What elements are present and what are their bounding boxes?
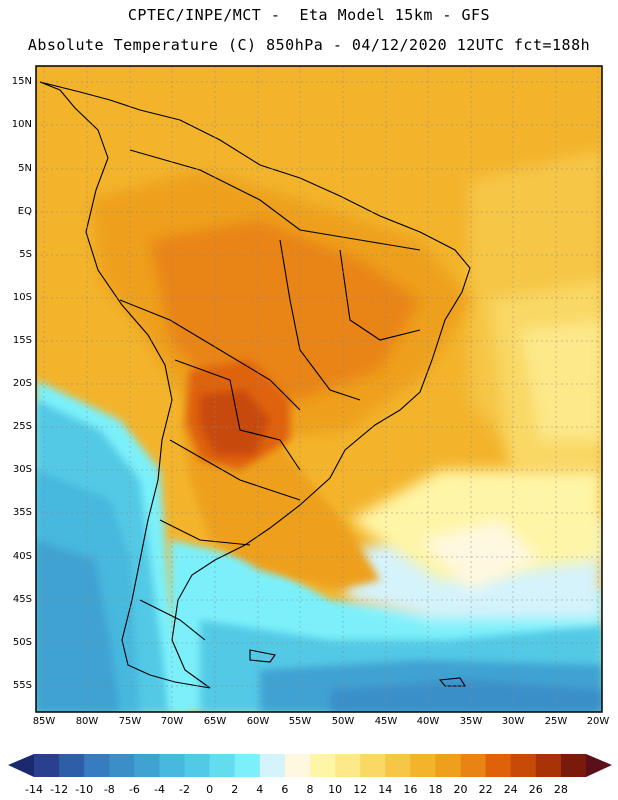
lat-lon-grid [36,66,602,712]
lat-label: 30S [12,464,32,475]
colorbar-cell [134,754,160,777]
lon-label: 75W [118,716,142,727]
lat-label: 20S [12,378,32,389]
colorbar-cell [109,754,135,777]
colorbar-tick-label: 28 [553,783,568,796]
lon-label: 20W [586,716,610,727]
colorbar-tick-label: 16 [403,783,418,796]
lon-label: 70W [160,716,184,727]
colorbar-tick-label: 0 [206,783,214,796]
lat-label: 40S [12,551,32,562]
colorbar-cell [159,754,186,777]
colorbar-cell [385,754,411,777]
lon-label: 30W [501,716,525,727]
colorbar-tick-label: -2 [179,783,190,796]
colorbar-cell [460,754,487,777]
colorbar-tick-label: -10 [75,783,94,796]
colorbar-cell [510,754,537,777]
colorbar-tick-label: 26 [528,783,543,796]
colorbar-tick-label: 14 [378,783,393,796]
colorbar-tick-label: -6 [128,783,140,796]
colorbar-cell [234,754,261,777]
map-frame [35,65,603,713]
lat-label: 50S [12,637,32,648]
colorbar-tick-label: 22 [478,783,493,796]
colorbar-high-end-arrow [586,754,612,777]
colorbar-tick-label: 8 [306,783,314,796]
lat-label: 55S [12,680,32,691]
colorbar-tick-label: 12 [353,783,368,796]
map-title-line-2: Absolute Temperature (C) 850hPa - 04/12/… [27,36,591,54]
lon-label: 65W [203,716,227,727]
lon-label: 25W [544,716,568,727]
lat-label: 45S [12,594,32,605]
colorbar-cell [410,754,436,777]
colorbar-cell [59,754,85,777]
lon-label: 45W [374,716,398,727]
lat-label: 5S [19,249,32,260]
lat-label: 10S [12,292,32,303]
lon-label: 40W [416,716,440,727]
colorbar-cell [259,754,286,777]
colorbar-cell [310,754,336,777]
colorbar-tick-label: 18 [428,783,443,796]
colorbar-cell [184,754,211,777]
colorbar [8,754,612,777]
colorbar-tick-label: 10 [328,783,343,796]
colorbar-cell [284,754,311,777]
lat-label: 15N [11,76,32,87]
lat-label: 5N [18,163,32,174]
colorbar-tick-label: -4 [154,783,165,796]
temperature-field [36,66,602,712]
colorbar-cell [34,754,60,777]
colorbar-cell [335,754,361,777]
colorbar-tick-label: -8 [103,783,115,796]
colorbar-cell [360,754,386,777]
map-title-line-1: CPTEC/INPE/MCT - Eta Model 15km - GFS [127,6,491,24]
colorbar-cell [560,754,587,777]
lon-label: 50W [331,716,355,727]
colorbar-low-end-arrow [8,754,34,777]
lon-label: 60W [246,716,270,727]
colorbar-tick-label: 4 [256,783,264,796]
colorbar-cell [209,754,236,777]
colorbar-cell [84,754,110,777]
lat-label: 15S [12,335,32,346]
lat-label: 35S [12,507,32,518]
lat-label: EQ [17,206,32,217]
colorbar-tick-label: 2 [231,783,239,796]
lon-label: 80W [75,716,99,727]
colorbar-tick-label: -12 [50,783,69,796]
lon-label: 85W [32,716,56,727]
lon-label: 35W [459,716,483,727]
colorbar-tick-label: 6 [281,783,289,796]
lon-label: 55W [288,716,312,727]
colorbar-tick-label: -14 [25,783,43,796]
coastlines-and-borders [39,81,471,689]
lat-label: 25S [12,421,32,432]
colorbar-tick-label: 20 [453,783,468,796]
colorbar-cell [485,754,512,777]
colorbar-tick-label: 24 [503,783,518,796]
colorbar-cell [435,754,462,777]
colorbar-cell [535,754,562,777]
lat-label: 10N [11,119,32,130]
